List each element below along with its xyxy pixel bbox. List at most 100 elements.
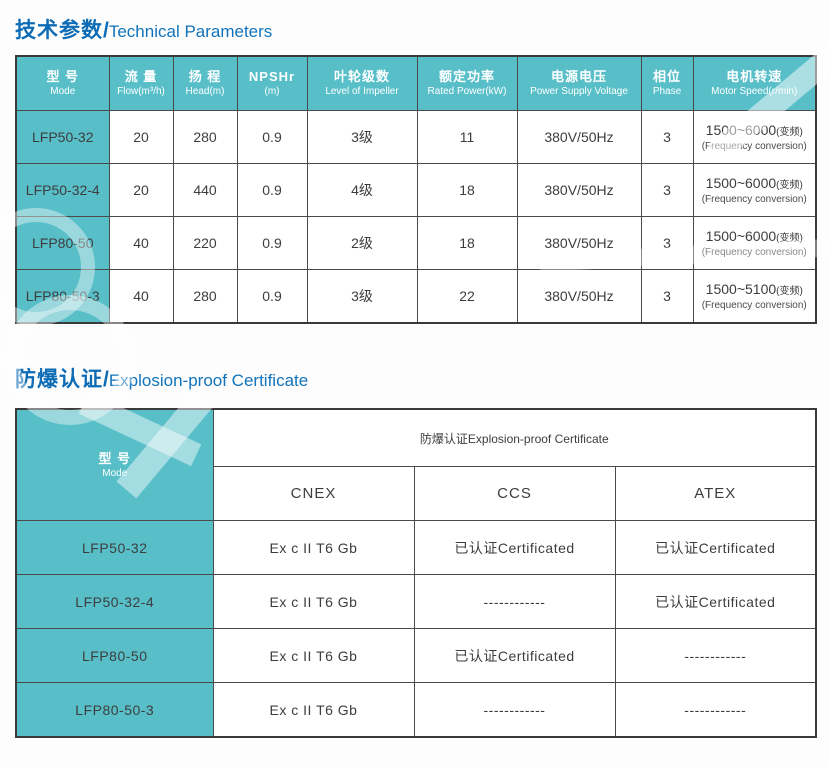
col-header-atex: ATEX [614,466,817,521]
section-title-en: Explosion-proof Certificate [108,371,309,390]
col-header-phase: 相位 Phase [640,55,694,111]
section-title-zh: 防爆认证 [15,368,103,391]
power-cell: 18 [416,163,518,217]
header-row: 型 号 Mode 流 量 Flow(m³/h) 扬 程 Head(m) NPSHr (m… [15,55,817,111]
table-row: LFP80-50 Ex c II T6 Gb 已认证Certificated -… [15,628,817,683]
col-header-impeller: 叶轮级数 Level of Impeller [306,55,418,111]
cnex-cell: Ex c II T6 Gb [212,628,415,683]
power-cell: 11 [416,110,518,164]
table-row: LFP50-32-4 20 440 0.9 4级 18 380V/50Hz 3 … [15,163,817,217]
header-en: Phase [652,86,682,97]
cnex-cell: Ex c II T6 Gb [212,574,415,629]
atex-cell: 已认证Certificated [614,520,817,575]
col-header-ccs: CCS [413,466,616,521]
section-title-technical-parameters: 技术参数/Technical Parameters [15,14,272,44]
head-cell: 440 [172,163,238,217]
header-zh: 型 号 [98,450,132,466]
impeller-cell: 4级 [306,163,418,217]
phase-cell: 3 [640,269,694,324]
cnex-cell: Ex c II T6 Gb [212,520,415,575]
header-row: 型 号 Mode 防爆认证Explosion-proof Certificate [15,408,817,521]
flow-cell: 20 [108,110,174,164]
section-title-explosion-proof: 防爆认证/Explosion-proof Certificate [15,363,308,393]
col-header-model: 型 号 Mode [15,408,214,521]
speed-sub: (Frequency conversion) [701,140,807,152]
section-title-en: Technical Parameters [108,22,273,41]
flow-cell: 40 [108,269,174,324]
title-separator: / [103,19,109,42]
model-cell: LFP50-32 [15,110,110,164]
header-zh: 电源电压 [550,69,607,84]
voltage-cell: 380V/50Hz [516,163,642,217]
impeller-cell: 2级 [306,216,418,270]
col-header-npshr: NPSHr (m) [236,55,308,111]
header-zh: 电机转速 [726,69,783,84]
head-cell: 220 [172,216,238,270]
table-row: LFP80-50-3 Ex c II T6 Gb ------------ --… [15,682,817,738]
speed-cell: 1500~6000(变频) (Frequency conversion) [692,216,817,270]
phase-cell: 3 [640,163,694,217]
col-header-cnex: CNEX [212,466,415,521]
header-en: Power Supply Voltage [530,86,628,97]
impeller-cell: 3级 [306,269,418,324]
header-zh: 扬 程 [188,69,222,84]
speed-sub: (Frequency conversion) [701,299,807,311]
header-zh: 叶轮级数 [333,69,390,84]
model-cell: LFP50-32 [15,520,214,575]
ccs-cell: 已认证Certificated [413,520,616,575]
npshr-cell: 0.9 [236,269,308,324]
subheader-row: CNEX CCS ATEX [16,466,817,521]
header-en: (m) [264,86,280,97]
cnex-cell: Ex c II T6 Gb [212,682,415,738]
npshr-cell: 0.9 [236,216,308,270]
model-cell: LFP80-50-3 [15,682,214,738]
section-title-zh: 技术参数 [15,19,103,42]
header-zh: NPSHr [248,69,296,84]
head-cell: 280 [172,110,238,164]
explosion-proof-certificate-table: 型 号 Mode 防爆认证Explosion-proof Certificate … [15,408,818,738]
header-en: Flow(m³/h) [117,86,165,97]
voltage-cell: 380V/50Hz [516,110,642,164]
speed-cell: 1500~6000(变频) (Frequency conversion) [692,163,817,217]
phase-cell: 3 [640,110,694,164]
model-cell: LFP80-50-3 [15,269,110,324]
power-cell: 22 [416,269,518,324]
table-row: LFP80-50 40 220 0.9 2级 18 380V/50Hz 3 15… [15,216,817,270]
table-row: LFP50-32 20 280 0.9 3级 11 380V/50Hz 3 15… [15,110,817,164]
power-cell: 18 [416,216,518,270]
header-zh: 流 量 [124,69,158,84]
ccs-cell: 已认证Certificated [413,628,616,683]
voltage-cell: 380V/50Hz [516,269,642,324]
atex-cell: ------------ [614,628,817,683]
model-cell: LFP80-50 [15,628,214,683]
atex-cell: 已认证Certificated [614,574,817,629]
model-cell: LFP50-32-4 [15,163,110,217]
model-cell: LFP50-32-4 [15,574,214,629]
col-header-flow: 流 量 Flow(m³/h) [108,55,174,111]
speed-main: 1500~5100(变频) [705,280,803,297]
model-cell: LFP80-50 [15,216,110,270]
header-zh: 额定功率 [438,69,495,84]
col-header-voltage: 电源电压 Power Supply Voltage [516,55,642,111]
technical-parameters-table: 型 号 Mode 流 量 Flow(m³/h) 扬 程 Head(m) NPSHr (m… [15,55,817,324]
atex-cell: ------------ [614,682,817,738]
ccs-cell: ------------ [413,574,616,629]
speed-cell: 1500~5100(变频) (Frequency conversion) [692,269,817,324]
impeller-cell: 3级 [306,110,418,164]
ccs-cell: ------------ [413,682,616,738]
col-header-rated-power: 额定功率 Rated Power(kW) [416,55,518,111]
speed-sub: (Frequency conversion) [701,246,807,258]
speed-cell: 1500~6000(变频) (Frequency conversion) [692,110,817,164]
header-en: Head(m) [185,86,225,97]
header-zh: 相位 [652,69,681,84]
table-row: LFP50-32 Ex c II T6 Gb 已认证Certificated 已… [15,520,817,575]
speed-main: 1500~6000(变频) [705,174,803,191]
flow-cell: 40 [108,216,174,270]
group-header-certificate: 防爆认证Explosion-proof Certificate [212,408,817,467]
title-separator: / [103,368,109,391]
speed-sub: (Frequency conversion) [701,193,807,205]
col-header-motor-speed: 电机转速 Motor Speed(r/min) [692,55,817,111]
header-en: Rated Power(kW) [427,86,507,97]
header-en: Mode [102,467,128,479]
